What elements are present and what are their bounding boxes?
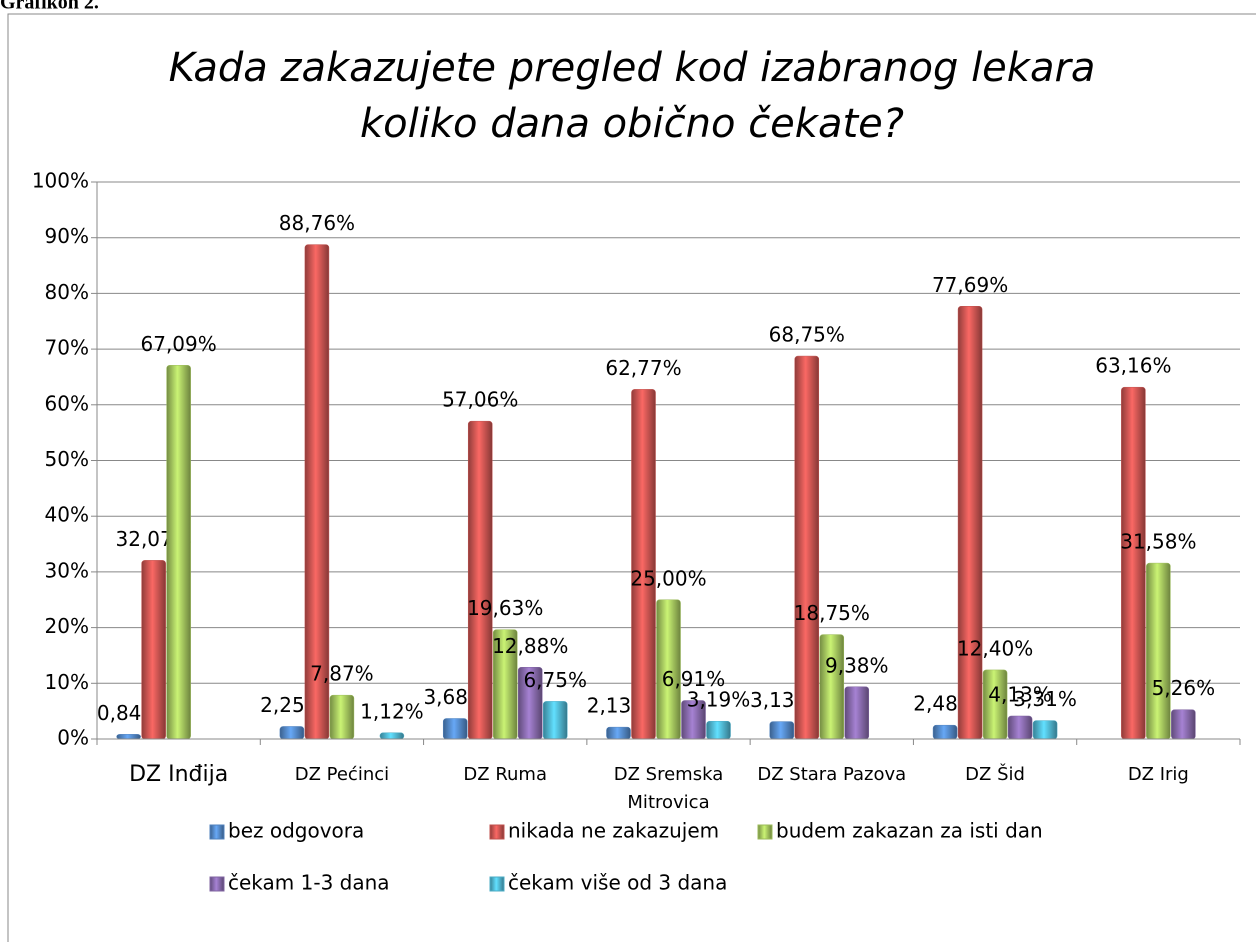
x-tick-label: DZ Šid: [965, 764, 1025, 785]
legend-swatch: [209, 824, 225, 840]
data-label: 3,19%: [687, 688, 751, 712]
chart-title: koliko dana obično čekate?: [360, 101, 904, 147]
legend-label: bez odgovora: [228, 819, 364, 843]
x-tick-label: DZ Inđija: [129, 762, 229, 787]
data-label: 88,76%: [279, 211, 355, 235]
legend-swatch: [209, 876, 225, 892]
data-label: 12,88%: [492, 634, 568, 658]
y-tick-label: 60%: [45, 391, 89, 415]
bar: [442, 718, 468, 740]
bar: [379, 732, 405, 740]
data-label: 6,91%: [662, 667, 726, 691]
bar: [706, 720, 731, 740]
legend-swatch: [757, 824, 773, 840]
data-label: 18,75%: [794, 601, 870, 625]
bar: [606, 726, 631, 740]
x-tick-label: DZ Sremska Mitrovica: [613, 764, 724, 813]
data-label: 6,75%: [523, 668, 587, 692]
y-tick-label: 50%: [45, 447, 89, 471]
bar: [1007, 715, 1033, 740]
bar: [1121, 386, 1146, 740]
bar: [1032, 720, 1058, 740]
data-label: 31,58%: [1120, 530, 1196, 554]
data-label: 67,09%: [141, 332, 217, 356]
legend-swatch: [489, 876, 505, 892]
bar: [844, 686, 870, 740]
data-label: 19,63%: [467, 596, 543, 620]
data-label: 57,06%: [442, 388, 518, 412]
bar: [819, 634, 845, 740]
x-tick-label: DZ Pećinci: [294, 764, 390, 785]
legend-swatch: [489, 824, 505, 840]
y-tick-label: 100%: [32, 169, 89, 193]
data-label: 25,00%: [630, 566, 706, 590]
bar: [542, 701, 568, 740]
bar: [631, 389, 656, 740]
bar: [116, 734, 141, 740]
y-tick-label: 0%: [57, 726, 89, 750]
data-label: 3,31%: [1013, 687, 1077, 711]
data-label: 12,40%: [957, 636, 1033, 660]
data-label: 4,13%: [988, 682, 1052, 706]
x-tick-label: DZ Stara Pazova: [757, 764, 907, 785]
data-label: 5,26%: [1152, 676, 1216, 700]
data-label: 63,16%: [1095, 354, 1171, 378]
data-label: 7,87%: [310, 662, 374, 686]
bar: [932, 724, 958, 740]
bar: [467, 420, 493, 740]
bar: [329, 694, 355, 740]
bar: [957, 306, 983, 740]
x-tick-label: DZ Irig: [1127, 764, 1189, 785]
caption: Grafikon 2.: [0, 0, 99, 14]
legend-label: budem zakazan za isti dan: [776, 819, 1043, 843]
legend-label: čekam više od 3 dana: [508, 871, 727, 895]
bar: [279, 726, 305, 740]
bar: [166, 365, 191, 740]
data-label: 77,69%: [932, 273, 1008, 297]
data-label: 62,77%: [605, 356, 681, 380]
y-tick-label: 70%: [45, 336, 89, 360]
data-label: 68,75%: [769, 323, 845, 347]
y-tick-label: 10%: [45, 670, 89, 694]
bar: [794, 355, 820, 740]
legend-label: čekam 1-3 dana: [228, 871, 390, 895]
y-tick-label: 30%: [45, 558, 89, 582]
y-tick-label: 90%: [45, 224, 89, 248]
bar: [1146, 562, 1171, 740]
chart-title: Kada zakazujete pregled kod izabranog le…: [169, 45, 1096, 91]
legend-label: nikada ne zakazujem: [508, 819, 719, 843]
y-tick-label: 80%: [45, 280, 89, 304]
y-tick-label: 40%: [45, 503, 89, 527]
bar: [1171, 709, 1196, 740]
data-label: 1,12%: [360, 699, 424, 723]
bar: [141, 560, 166, 740]
y-tick-label: 20%: [45, 614, 89, 638]
x-tick-label: DZ Ruma: [463, 764, 547, 785]
data-label: 9,38%: [825, 653, 889, 677]
bar: [769, 721, 795, 740]
